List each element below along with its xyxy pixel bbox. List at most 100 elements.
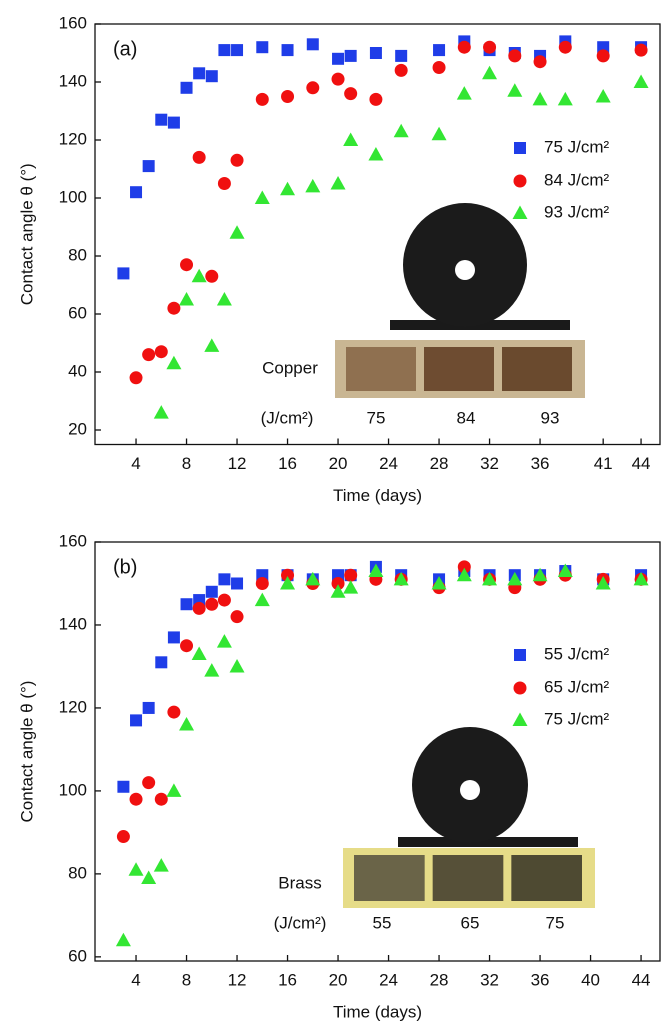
inset-unit: (J/cm²)	[261, 408, 314, 427]
marker	[128, 862, 144, 876]
marker	[633, 571, 649, 586]
legend-label: 84 J/cm²	[544, 170, 610, 189]
marker	[167, 631, 180, 644]
x-tick-label: 20	[329, 970, 348, 989]
marker	[508, 49, 522, 63]
marker	[305, 178, 321, 193]
x-axis-title: Time (days)	[333, 1002, 422, 1021]
marker	[332, 52, 345, 65]
marker	[153, 405, 169, 419]
marker	[281, 90, 295, 103]
marker	[393, 571, 409, 586]
y-tick-label: 60	[68, 946, 87, 965]
x-tick-label: 8	[182, 970, 191, 989]
legend-marker	[514, 142, 526, 154]
marker	[218, 44, 231, 57]
inset-sample	[432, 855, 504, 901]
marker	[255, 92, 269, 106]
y-tick-label: 140	[59, 614, 87, 633]
y-tick-label: 60	[68, 303, 87, 322]
plot-frame	[94, 23, 661, 446]
marker	[457, 40, 471, 54]
marker	[281, 568, 295, 582]
marker	[330, 584, 346, 598]
inset-highlight	[460, 780, 480, 800]
marker	[596, 49, 610, 63]
marker	[130, 714, 143, 727]
legend-label: 75 J/cm²	[544, 137, 610, 156]
x-tick-label: 24	[379, 970, 398, 989]
marker	[457, 560, 471, 574]
marker	[179, 717, 195, 731]
marker	[155, 656, 168, 669]
x-tick-label: 12	[228, 970, 247, 989]
marker	[305, 571, 321, 586]
marker	[254, 190, 270, 204]
plot-frame	[94, 541, 661, 962]
marker	[192, 150, 206, 164]
inset-fluence: 93	[541, 408, 560, 427]
inset-sample	[354, 855, 425, 901]
legend-marker	[513, 174, 527, 188]
marker	[191, 646, 207, 661]
marker	[179, 292, 195, 306]
marker	[180, 81, 193, 94]
marker	[115, 932, 131, 947]
marker	[216, 292, 232, 306]
legend-label: 93 J/cm²	[544, 202, 610, 221]
marker	[229, 658, 245, 673]
x-tick-label: 12	[228, 454, 247, 473]
legend-label: 55 J/cm²	[544, 644, 610, 663]
marker	[129, 792, 143, 806]
marker	[205, 585, 218, 598]
marker	[217, 177, 231, 190]
marker	[191, 268, 207, 283]
x-tick-label: 32	[480, 970, 499, 989]
marker	[167, 116, 180, 129]
marker	[167, 705, 181, 719]
inset-stage	[398, 837, 578, 847]
marker	[231, 44, 244, 57]
marker	[306, 38, 319, 51]
marker	[369, 92, 383, 106]
marker	[180, 598, 193, 611]
inset-highlight	[455, 260, 475, 280]
marker	[343, 580, 359, 594]
inset-fluence: 75	[546, 913, 565, 932]
marker	[154, 345, 168, 359]
x-tick-label: 44	[632, 454, 651, 473]
x-tick-label: 41	[594, 454, 613, 473]
x-tick-label: 4	[131, 970, 140, 989]
marker	[231, 577, 244, 590]
marker	[193, 67, 206, 80]
inset-fluence: 75	[367, 408, 386, 427]
x-tick-label: 24	[379, 454, 398, 473]
marker	[369, 47, 382, 59]
marker	[205, 269, 219, 283]
marker	[229, 225, 245, 239]
inset-sample	[424, 347, 494, 391]
marker	[507, 571, 523, 586]
y-tick-label: 120	[59, 129, 87, 148]
legend-marker	[513, 681, 527, 695]
marker	[344, 87, 358, 101]
marker	[142, 160, 155, 173]
y-tick-label: 140	[59, 71, 87, 90]
marker	[557, 91, 573, 106]
marker	[117, 780, 130, 793]
marker	[456, 86, 472, 100]
inset-unit: (J/cm²)	[274, 913, 327, 932]
marker	[532, 91, 548, 106]
x-tick-label: 44	[632, 970, 651, 989]
legend-marker	[512, 205, 528, 219]
marker	[166, 783, 182, 797]
marker	[255, 576, 269, 590]
marker	[432, 61, 446, 74]
inset-sample	[502, 347, 572, 391]
marker	[368, 147, 384, 161]
marker	[142, 701, 155, 714]
marker	[116, 830, 130, 844]
marker	[205, 597, 219, 611]
marker	[117, 267, 130, 280]
y-tick-label: 40	[68, 361, 87, 380]
